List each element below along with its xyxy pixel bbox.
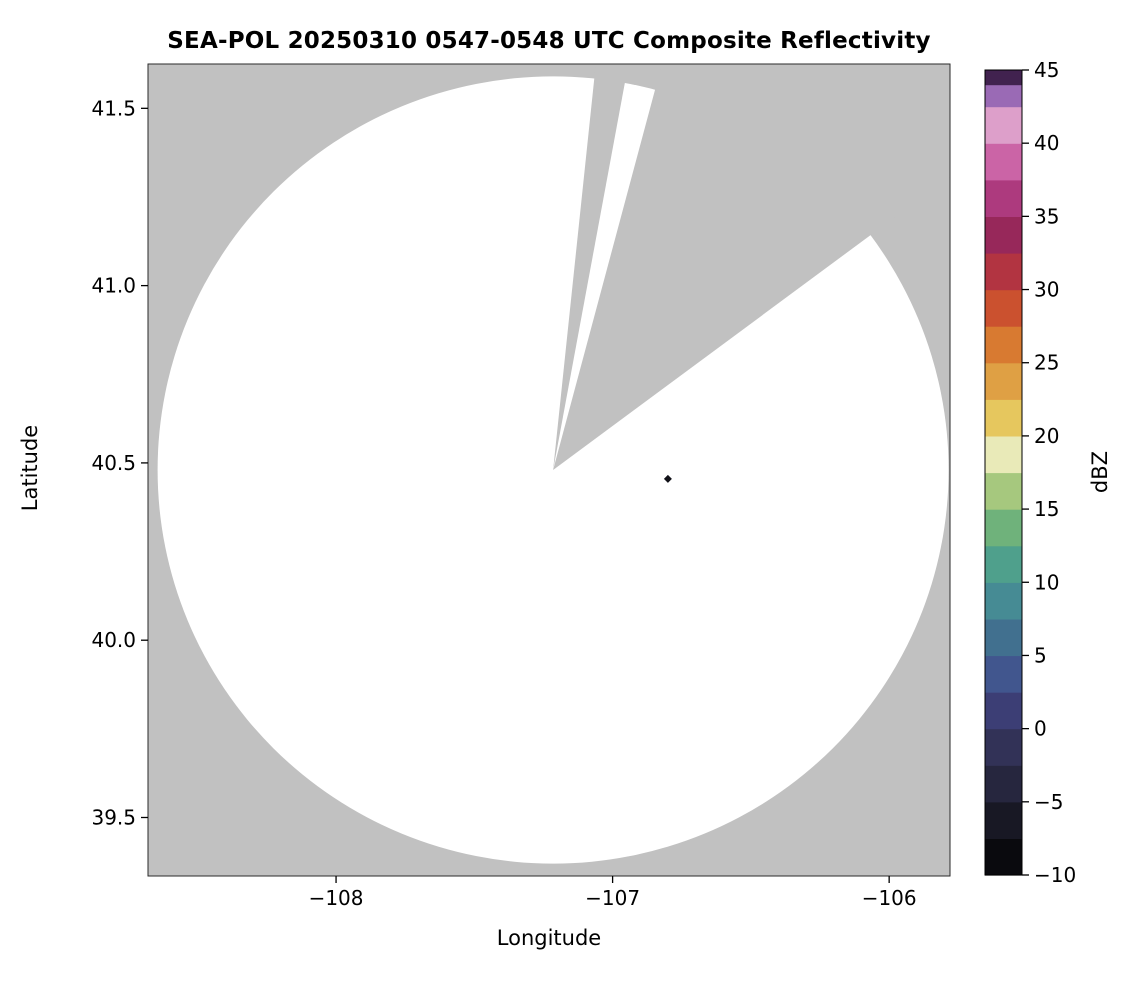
colorbar-tick-label: 45: [1034, 58, 1059, 82]
colorbar-tick-label: 20: [1034, 424, 1059, 448]
radar-plot: [148, 64, 950, 876]
colorbar-band: [985, 179, 1022, 217]
colorbar-tick-label: 35: [1034, 204, 1059, 228]
colorbar-band: [985, 216, 1022, 254]
colorbar-band: [985, 106, 1022, 144]
y-tick-label: 40.5: [91, 451, 136, 475]
chart-title: SEA-POL 20250310 0547-0548 UTC Composite…: [167, 28, 931, 54]
x-tick-label: −108: [309, 886, 364, 910]
y-tick-label: 41.0: [91, 274, 136, 298]
blocked-sector-2: [553, 64, 950, 470]
colorbar-tick-label: −10: [1034, 863, 1076, 887]
colorbar-tick-label: 40: [1034, 131, 1059, 155]
axes-frame: [147, 63, 951, 877]
x-axis-label: Longitude: [496, 926, 602, 950]
colorbar-tick-label: 25: [1034, 351, 1059, 375]
colorbar-band: [985, 435, 1022, 474]
blocked-sector-1: [553, 64, 629, 470]
colorbar-band: [985, 838, 1022, 876]
x-tick-label: −106: [862, 886, 917, 910]
colorbar-tick-label: −5: [1034, 790, 1063, 814]
colorbar-band: [985, 765, 1022, 803]
colorbar-band: [985, 143, 1022, 181]
colorbar-tick-label: 15: [1034, 497, 1059, 521]
colorbar-band: [985, 582, 1022, 620]
colorbar-tick-label: 10: [1034, 570, 1059, 594]
colorbar-tick-label: 5: [1034, 643, 1047, 667]
x-tick-label: −107: [585, 886, 640, 910]
colorbar-band: [985, 545, 1022, 583]
colorbar-band: [985, 472, 1022, 510]
colorbar-band: [985, 326, 1022, 364]
colorbar-tick-label: 0: [1034, 717, 1047, 741]
colorbar-band: [985, 84, 1022, 108]
y-tick-label: 39.5: [91, 805, 136, 829]
colorbar-band: [985, 692, 1022, 730]
colorbar-frame: [984, 69, 1023, 876]
colorbar-tick-label: 30: [1034, 278, 1059, 302]
colorbar-band: [985, 399, 1022, 437]
colorbar-band: [985, 655, 1022, 693]
colorbar-band: [985, 801, 1022, 839]
colorbar-band: [985, 253, 1022, 291]
colorbar-band: [985, 728, 1022, 766]
echo-pixel: [663, 474, 672, 483]
colorbar-band: [985, 618, 1022, 657]
colorbar-band: [985, 70, 1022, 86]
colorbar-band: [985, 362, 1022, 400]
colorbar-band: [985, 509, 1022, 547]
y-tick-label: 41.5: [91, 96, 136, 120]
y-tick-label: 40.0: [91, 628, 136, 652]
colorbar-band: [985, 289, 1022, 327]
